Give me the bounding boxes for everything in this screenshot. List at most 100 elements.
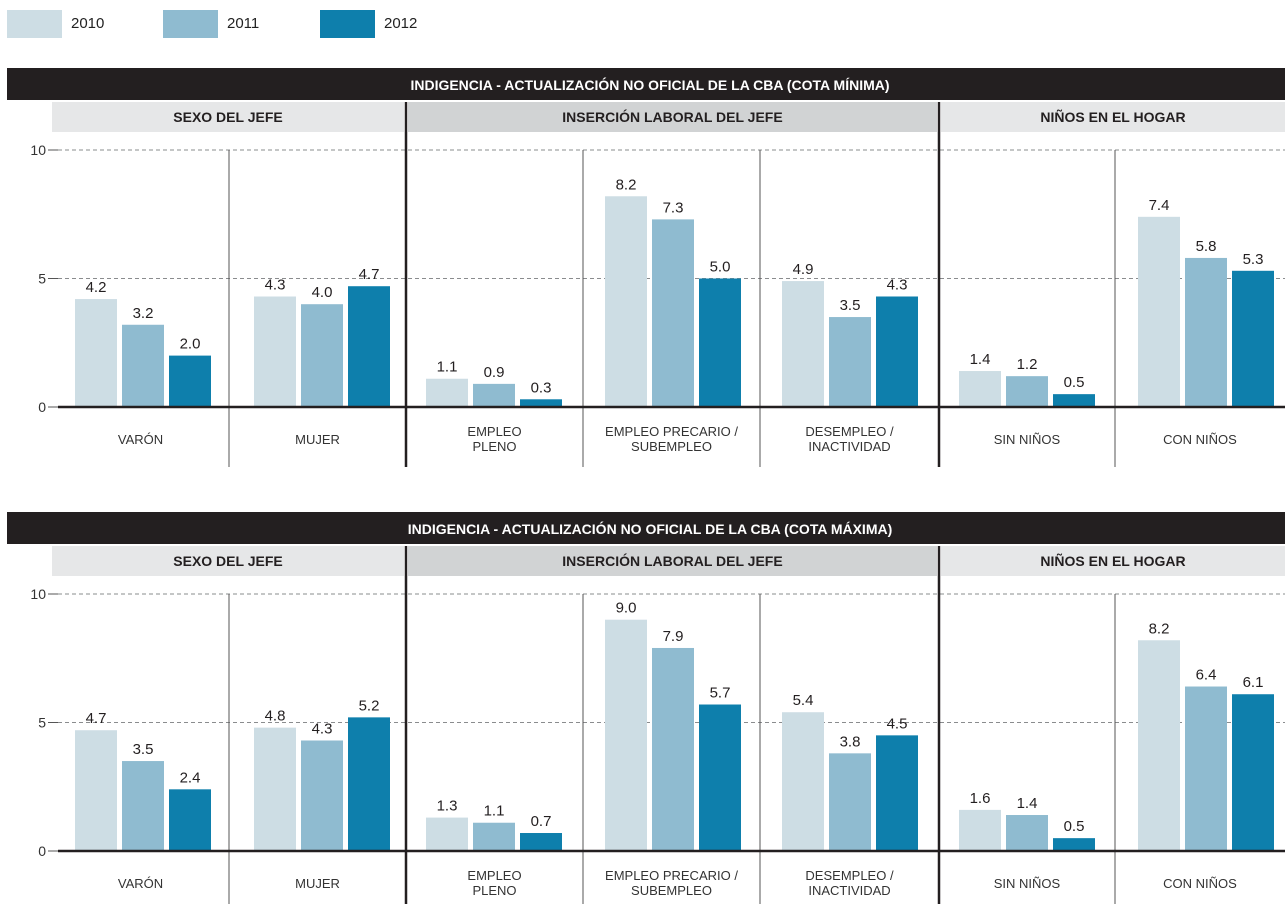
bar-con-ninos-2011 bbox=[1185, 686, 1227, 851]
data-label-con-ninos-2010: 7.4 bbox=[1149, 197, 1170, 214]
data-label-varon-2010: 4.7 bbox=[86, 710, 107, 727]
x-tick-label-varon: VARÓN bbox=[118, 432, 163, 447]
bar-varon-2010 bbox=[75, 730, 117, 851]
data-label-varon-2011: 3.2 bbox=[133, 305, 154, 322]
y-tick-label-10: 10 bbox=[30, 586, 46, 602]
bar-desempleo-inactividad-2010 bbox=[782, 281, 824, 407]
x-tick-label-desempleo-inactividad: DESEMPLEO / INACTIVIDAD bbox=[805, 424, 894, 454]
bar-empleo-pleno-2011 bbox=[473, 822, 515, 851]
bar-empleo-precario-subempleo-2012 bbox=[699, 704, 741, 851]
data-label-desempleo-inactividad-2011: 3.5 bbox=[840, 297, 861, 314]
data-label-sin-ninos-2010: 1.4 bbox=[970, 351, 991, 368]
chart-cota-maxima: INDIGENCIA - ACTUALIZACIÓN NO OFICIAL DE… bbox=[7, 512, 1285, 904]
bar-empleo-precario-subempleo-2011 bbox=[652, 219, 694, 407]
x-tick-label-desempleo-inactividad: DESEMPLEO / INACTIVIDAD bbox=[805, 868, 894, 898]
data-label-empleo-pleno-2012: 0.7 bbox=[531, 813, 552, 830]
bar-mujer-2012 bbox=[348, 286, 390, 407]
y-tick-label-0: 0 bbox=[38, 399, 46, 415]
data-label-sin-ninos-2011: 1.4 bbox=[1017, 795, 1038, 812]
group-label-sexo-del-jefe: SEXO DEL JEFE bbox=[173, 109, 282, 125]
x-tick-label-con-ninos: CON NIÑOS bbox=[1163, 876, 1237, 891]
bar-desempleo-inactividad-2010 bbox=[782, 712, 824, 851]
bar-desempleo-inactividad-2012 bbox=[876, 296, 918, 407]
x-tick-label-empleo-pleno: EMPLEO PLENO bbox=[467, 868, 521, 898]
data-label-empleo-precario-subempleo-2010: 9.0 bbox=[616, 600, 637, 617]
group-label-insercion-laboral-del-jefe: INSERCIÓN LABORAL DEL JEFE bbox=[562, 552, 782, 569]
data-label-mujer-2011: 4.3 bbox=[312, 720, 333, 737]
data-label-con-ninos-2012: 5.3 bbox=[1243, 251, 1264, 268]
data-label-empleo-precario-subempleo-2010: 8.2 bbox=[616, 176, 637, 193]
bar-varon-2011 bbox=[122, 761, 164, 851]
group-header-ninos-en-el-hogar bbox=[941, 546, 1285, 576]
legend-swatch-2012 bbox=[320, 10, 375, 38]
data-label-varon-2011: 3.5 bbox=[133, 741, 154, 758]
data-label-empleo-precario-subempleo-2012: 5.0 bbox=[710, 259, 731, 276]
group-label-insercion-laboral-del-jefe: INSERCIÓN LABORAL DEL JEFE bbox=[562, 108, 782, 125]
legend-label-2012: 2012 bbox=[384, 15, 418, 32]
group-label-sexo-del-jefe: SEXO DEL JEFE bbox=[173, 553, 282, 569]
bar-mujer-2011 bbox=[301, 304, 343, 407]
group-header-sexo-del-jefe bbox=[52, 102, 404, 132]
data-label-empleo-precario-subempleo-2011: 7.3 bbox=[663, 199, 684, 216]
data-label-empleo-pleno-2011: 1.1 bbox=[484, 803, 505, 820]
bar-empleo-precario-subempleo-2010 bbox=[605, 619, 647, 851]
data-label-desempleo-inactividad-2012: 4.3 bbox=[887, 276, 908, 293]
group-header-insercion-laboral-del-jefe bbox=[408, 102, 937, 132]
data-label-mujer-2012: 5.2 bbox=[359, 697, 380, 714]
x-tick-label-sin-ninos: SIN NIÑOS bbox=[994, 876, 1061, 891]
bar-varon-2012 bbox=[169, 789, 211, 851]
data-label-desempleo-inactividad-2010: 4.9 bbox=[793, 261, 814, 278]
data-label-mujer-2012: 4.7 bbox=[359, 266, 380, 283]
bar-empleo-pleno-2010 bbox=[426, 817, 468, 851]
data-label-empleo-pleno-2011: 0.9 bbox=[484, 364, 505, 381]
x-tick-label-mujer: MUJER bbox=[295, 432, 340, 447]
bar-sin-ninos-2012 bbox=[1053, 838, 1095, 851]
bar-desempleo-inactividad-2012 bbox=[876, 735, 918, 851]
legend-label-2010: 2010 bbox=[71, 15, 105, 32]
bar-empleo-pleno-2012 bbox=[520, 833, 562, 851]
group-header-ninos-en-el-hogar bbox=[941, 102, 1285, 132]
bar-con-ninos-2010 bbox=[1138, 216, 1180, 407]
data-label-con-ninos-2011: 5.8 bbox=[1196, 238, 1217, 255]
data-label-mujer-2010: 4.8 bbox=[265, 708, 286, 725]
data-label-sin-ninos-2012: 0.5 bbox=[1064, 818, 1085, 835]
data-label-empleo-precario-subempleo-2011: 7.9 bbox=[663, 628, 684, 645]
data-label-con-ninos-2012: 6.1 bbox=[1243, 674, 1264, 691]
x-tick-label-varon: VARÓN bbox=[118, 876, 163, 891]
bar-con-ninos-2012 bbox=[1232, 694, 1274, 851]
data-label-empleo-precario-subempleo-2012: 5.7 bbox=[710, 685, 731, 702]
bar-empleo-precario-subempleo-2011 bbox=[652, 647, 694, 851]
data-label-empleo-pleno-2010: 1.1 bbox=[437, 359, 458, 376]
data-label-desempleo-inactividad-2012: 4.5 bbox=[887, 715, 908, 732]
x-tick-label-empleo-precario-subempleo: EMPLEO PRECARIO / SUBEMPLEO bbox=[605, 424, 738, 454]
x-tick-label-sin-ninos: SIN NIÑOS bbox=[994, 432, 1061, 447]
bar-empleo-pleno-2012 bbox=[520, 399, 562, 407]
bar-sin-ninos-2010 bbox=[959, 371, 1001, 407]
x-tick-label-mujer: MUJER bbox=[295, 876, 340, 891]
data-label-empleo-pleno-2010: 1.3 bbox=[437, 798, 458, 815]
bar-empleo-pleno-2010 bbox=[426, 378, 468, 407]
data-label-varon-2012: 2.0 bbox=[180, 336, 201, 353]
data-label-empleo-pleno-2012: 0.3 bbox=[531, 379, 552, 396]
data-label-mujer-2010: 4.3 bbox=[265, 276, 286, 293]
bar-empleo-pleno-2011 bbox=[473, 383, 515, 407]
bar-empleo-precario-subempleo-2010 bbox=[605, 196, 647, 407]
y-tick-label-10: 10 bbox=[30, 142, 46, 158]
data-label-varon-2012: 2.4 bbox=[180, 769, 201, 786]
y-tick-label-5: 5 bbox=[38, 271, 46, 287]
bar-mujer-2012 bbox=[348, 717, 390, 851]
legend-swatch-2011 bbox=[163, 10, 218, 38]
chart-title: INDIGENCIA - ACTUALIZACIÓN NO OFICIAL DE… bbox=[410, 76, 889, 93]
chart-cota-minima: INDIGENCIA - ACTUALIZACIÓN NO OFICIAL DE… bbox=[7, 68, 1285, 467]
y-tick-label-5: 5 bbox=[38, 715, 46, 731]
group-header-sexo-del-jefe bbox=[52, 546, 404, 576]
chart-title: INDIGENCIA - ACTUALIZACIÓN NO OFICIAL DE… bbox=[408, 520, 893, 537]
bar-sin-ninos-2011 bbox=[1006, 376, 1048, 407]
data-label-varon-2010: 4.2 bbox=[86, 279, 107, 296]
bar-con-ninos-2010 bbox=[1138, 640, 1180, 851]
data-label-con-ninos-2011: 6.4 bbox=[1196, 667, 1217, 684]
bar-sin-ninos-2010 bbox=[959, 809, 1001, 851]
bar-sin-ninos-2011 bbox=[1006, 815, 1048, 851]
data-label-con-ninos-2010: 8.2 bbox=[1149, 620, 1170, 637]
data-label-sin-ninos-2011: 1.2 bbox=[1017, 356, 1038, 373]
